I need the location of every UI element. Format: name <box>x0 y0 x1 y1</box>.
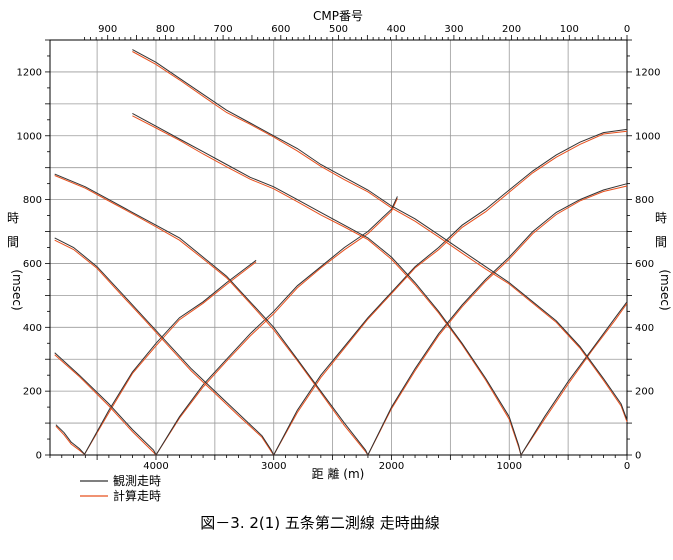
y-tick-label-right: 1200 <box>635 67 660 78</box>
observed-traveltime-shot-3-branch-2 <box>273 128 628 456</box>
y-tick-label-right: 800 <box>635 195 654 206</box>
y-tick-label-right: 600 <box>635 259 654 270</box>
calculated-traveltime-shot-6-branch-1 <box>132 51 628 422</box>
top-tick-label: 500 <box>329 24 348 35</box>
series-layer <box>54 49 628 456</box>
calculated-traveltime-shot-4-branch-1 <box>54 175 369 456</box>
observed-traveltime-shot-3-branch-1 <box>54 237 275 456</box>
observed-traveltime-shot-2-branch-1 <box>54 352 157 456</box>
legend: 観測走時 計算走時 <box>80 474 161 503</box>
legend-label-calculated: 計算走時 <box>113 488 161 503</box>
observed-traveltime-shot-1-branch-2 <box>83 259 257 456</box>
top-tick-label: 0 <box>624 24 630 35</box>
y-tick-label-left: 600 <box>23 259 42 270</box>
y-axis-label-char-2-left: 間 <box>7 235 19 249</box>
top-tick-label: 400 <box>387 24 406 35</box>
x-axis-label: 距 離 (m) <box>312 467 365 481</box>
grid-layer <box>50 40 627 455</box>
y-tick-label-left: 1000 <box>17 131 42 142</box>
calculated-traveltime-shot-3-branch-1 <box>54 239 275 456</box>
observed-traveltime-shot-4-branch-1 <box>54 173 369 456</box>
y-axis-label-char-1-left: 時 <box>7 211 19 225</box>
y-axis-label-char-2-right: 間 <box>655 235 667 249</box>
calculated-traveltime-shot-1-branch-2 <box>83 261 257 456</box>
y-tick-label-left: 0 <box>36 451 42 462</box>
calculated-traveltime-shot-2-branch-1 <box>54 354 157 456</box>
calculated-traveltime-shot-2-branch-2 <box>155 198 398 456</box>
x-tick-label: 2000 <box>379 461 404 472</box>
top-tick-label: 700 <box>214 24 233 35</box>
x-tick-label: 0 <box>624 461 630 472</box>
top-tick-label: 200 <box>502 24 521 35</box>
y-tick-label-right: 400 <box>635 323 654 334</box>
observed-traveltime-shot-5-branch-1 <box>132 112 522 456</box>
top-tick-label: 900 <box>98 24 117 35</box>
y-tick-label-left: 1200 <box>17 67 42 78</box>
top-axis-label: CMP番号 <box>313 9 363 23</box>
observed-traveltime-shot-2-branch-2 <box>155 196 398 456</box>
y-axis-label-char-1-right: 時 <box>655 211 667 225</box>
calculated-traveltime-shot-5-branch-2 <box>520 303 628 456</box>
calculated-traveltime-shot-4-branch-2 <box>367 185 628 456</box>
x-tick-label: 3000 <box>261 461 286 472</box>
top-tick-label: 600 <box>271 24 290 35</box>
y-axis-label-unit-right: (msec) <box>658 269 672 310</box>
observed-traveltime-shot-5-branch-2 <box>520 301 628 456</box>
chart-caption: 図－3. 2(1) 五条第二測線 走時曲線 <box>200 514 439 532</box>
y-axis-label-unit-left: (msec) <box>10 269 24 310</box>
y-tick-label-right: 0 <box>635 451 641 462</box>
top-tick-label: 300 <box>444 24 463 35</box>
calculated-traveltime-shot-3-branch-2 <box>273 130 628 456</box>
legend-label-observed: 観測走時 <box>113 474 161 488</box>
observed-traveltime-shot-6-branch-1 <box>132 49 628 421</box>
calculated-traveltime-shot-1-branch-1 <box>55 425 86 456</box>
y-tick-label-left: 200 <box>23 387 42 398</box>
top-tick-label: 800 <box>156 24 175 35</box>
plot-frame <box>49 39 628 456</box>
y-tick-label-right: 200 <box>635 387 654 398</box>
y-tick-label-right: 1000 <box>635 131 660 142</box>
y-tick-label-left: 800 <box>23 195 42 206</box>
top-tick-label: 100 <box>560 24 579 35</box>
calculated-traveltime-shot-5-branch-1 <box>132 115 522 456</box>
observed-traveltime-shot-1-branch-1 <box>55 424 86 456</box>
x-tick-label: 1000 <box>497 461 522 472</box>
x-tick-label: 4000 <box>143 461 168 472</box>
y-tick-label-left: 400 <box>23 323 42 334</box>
observed-traveltime-shot-4-branch-2 <box>367 183 628 456</box>
